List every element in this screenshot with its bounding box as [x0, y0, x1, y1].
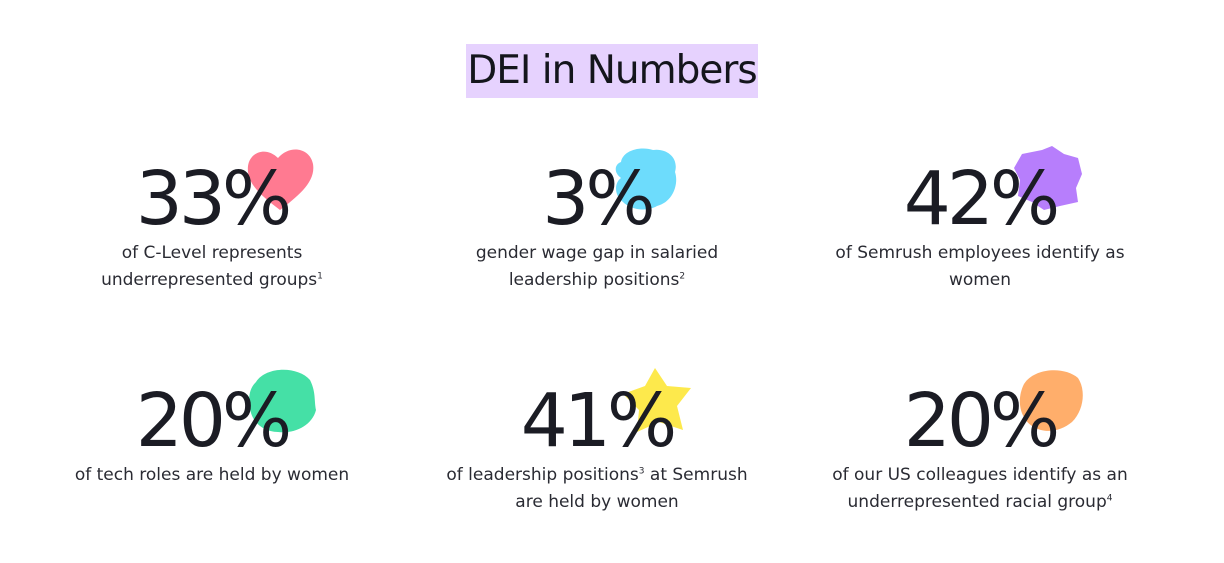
stat-description: of C-Level represents underrepresented g…	[22, 240, 402, 294]
splat-icon	[1014, 146, 1082, 210]
orange-blob-icon	[1019, 370, 1083, 431]
cloud-shape	[615, 148, 677, 210]
stat-value: 20%	[903, 378, 1060, 464]
stat-value: 33%	[135, 156, 292, 242]
stat-description-text: of tech roles are held by women	[74, 465, 350, 485]
star-shape	[623, 368, 691, 432]
stat-value: 20%	[135, 378, 292, 464]
stat-description: gender wage gap in salaried leadership p…	[407, 240, 787, 294]
title-wrap: DEI in Numbers	[0, 44, 1224, 98]
stat-description: of tech roles are held by women	[22, 462, 402, 489]
stat-number-wrap: 41%	[407, 368, 787, 464]
stat-value: 42%	[903, 156, 1060, 242]
footnote-marker: 1	[317, 271, 323, 282]
stat-description-text: gender wage gap in salaried leadership p…	[475, 243, 719, 290]
stat-description-text: of C-Level represents underrepresented g…	[101, 243, 318, 290]
page-title: DEI in Numbers	[466, 44, 758, 98]
stat-card-tech-roles: 20% of tech roles are held by women	[22, 369, 402, 489]
stat-number-wrap: 20%	[790, 370, 1170, 464]
heart-icon	[247, 149, 314, 210]
stat-card-wage-gap: 3% gender wage gap in salaried leadershi…	[407, 148, 787, 294]
cloud-blob-icon	[615, 148, 677, 210]
stat-description: of Semrush employees identify as women	[790, 240, 1170, 294]
stat-card-women-employees: 42% of Semrush employees identify as wom…	[790, 146, 1170, 294]
stat-card-leadership: 41% of leadership positions3 at Semrush …	[407, 368, 787, 516]
stat-value: 41%	[520, 378, 677, 464]
stat-description: of our US colleagues identify as an unde…	[790, 462, 1170, 516]
stat-number-wrap: 33%	[22, 149, 402, 242]
stat-number-wrap: 20%	[22, 369, 402, 464]
stat-number-wrap: 3%	[407, 148, 787, 242]
stat-description-text: of Semrush employees identify as women	[835, 243, 1125, 290]
stat-description-text-end: at Semrush are held by women	[515, 465, 748, 512]
green-blob-shape	[249, 369, 316, 433]
orange-blob-shape	[1019, 370, 1083, 431]
footnote-marker: 2	[679, 271, 686, 282]
heart-shape	[247, 149, 314, 210]
stat-description-text: of our US colleagues identify as an unde…	[832, 465, 1128, 512]
stat-description-text: of leadership positions	[446, 465, 639, 485]
footnote-marker: 4	[1106, 493, 1113, 504]
stat-card-racial-group: 20% of our US colleagues identify as an …	[790, 370, 1170, 516]
stat-number-wrap: 42%	[790, 146, 1170, 242]
green-blob-icon	[249, 369, 316, 433]
star-icon	[623, 368, 691, 432]
stat-description: of leadership positions3 at Semrush are …	[407, 462, 787, 516]
footnote-marker: 3	[638, 466, 645, 477]
stat-value: 3%	[542, 156, 655, 242]
splat-shape	[1014, 146, 1082, 210]
stat-card-c-level: 33% of C-Level represents underrepresent…	[22, 149, 402, 294]
